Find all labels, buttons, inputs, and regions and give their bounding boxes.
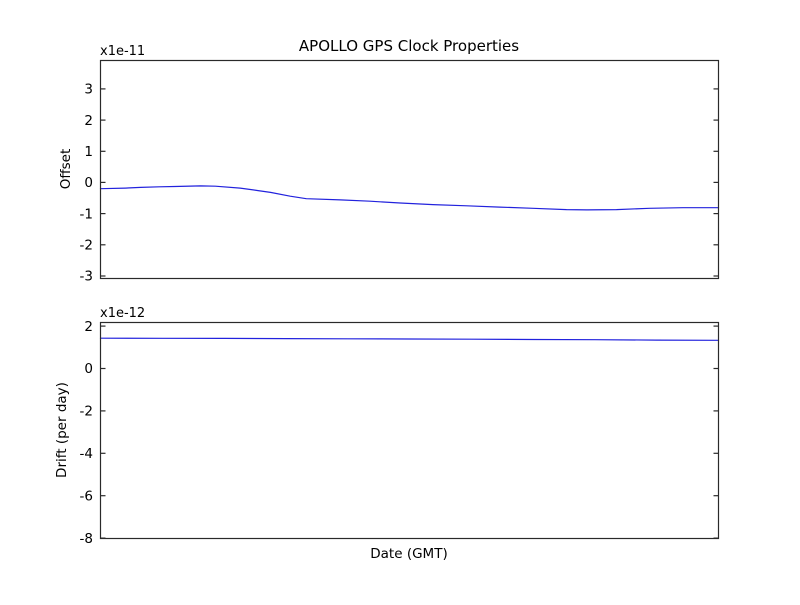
y-tick-label: -2 bbox=[80, 404, 93, 420]
offset-plot-frame bbox=[99, 59, 720, 280]
y-tick-label: 2 bbox=[84, 113, 93, 129]
drift-scale-label: x1e-12 bbox=[100, 306, 145, 321]
y-tick-label: 0 bbox=[84, 361, 93, 377]
y-tick-label: -4 bbox=[80, 446, 93, 462]
y-tick-label: 1 bbox=[84, 144, 93, 160]
y-tick-label: -8 bbox=[80, 531, 93, 547]
y-tick-label: 3 bbox=[84, 82, 93, 98]
subplot-offset: x1e-11 Offset 3 2 1 0 -1 -2 -3 bbox=[58, 44, 720, 285]
chart-title: APOLLO GPS Clock Properties bbox=[299, 37, 519, 55]
y-tick-label: 0 bbox=[84, 175, 93, 191]
offset-data-line bbox=[99, 185, 720, 211]
y-tick-label: -1 bbox=[80, 206, 93, 222]
offset-scale-label: x1e-11 bbox=[100, 44, 145, 59]
y-tick-label: 2 bbox=[84, 319, 93, 335]
offset-y-ticks: 3 2 1 0 -1 -2 -3 bbox=[80, 82, 719, 285]
drift-plot-frame bbox=[99, 321, 720, 540]
offset-y-axis-label: Offset bbox=[58, 149, 74, 190]
y-tick-label: -6 bbox=[80, 488, 93, 504]
drift-y-ticks: 2 0 -2 -4 -6 -8 bbox=[80, 319, 719, 547]
y-tick-label: -3 bbox=[80, 269, 93, 285]
subplot-drift: x1e-12 Drift (per day) 2 0 -2 -4 -6 -8 bbox=[54, 306, 720, 547]
drift-y-axis-label: Drift (per day) bbox=[54, 382, 70, 478]
y-tick-label: -2 bbox=[80, 238, 93, 254]
drift-data-line bbox=[99, 337, 720, 341]
x-axis-label: Date (GMT) bbox=[370, 546, 447, 562]
